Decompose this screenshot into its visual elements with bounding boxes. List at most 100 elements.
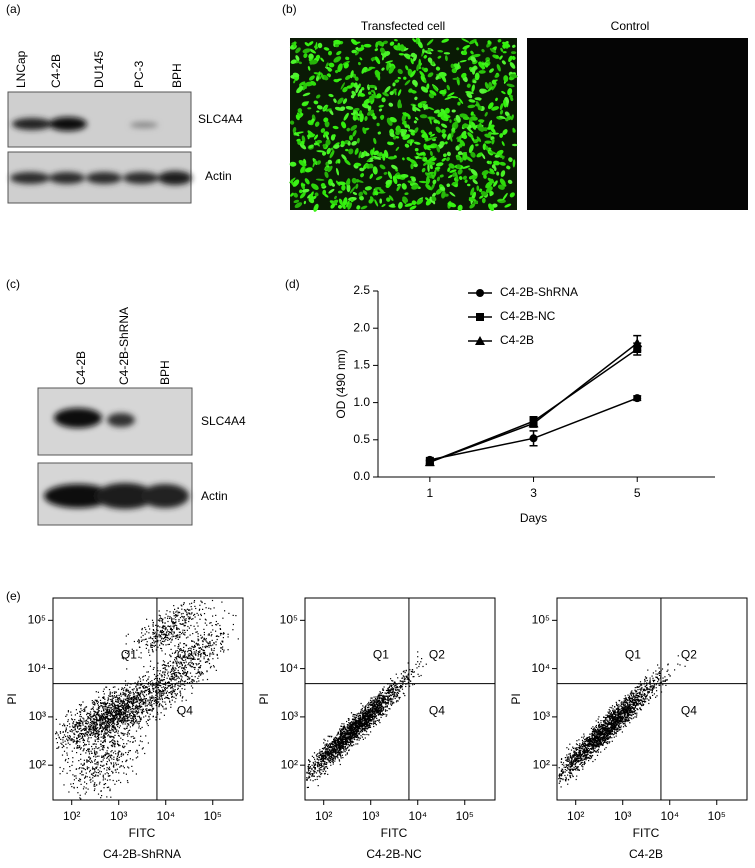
dot — [153, 689, 154, 690]
dot — [87, 735, 88, 736]
dot — [88, 729, 89, 730]
dot — [63, 742, 64, 743]
dot — [145, 705, 146, 706]
dot — [217, 623, 218, 624]
dot — [113, 727, 114, 728]
dot — [68, 791, 69, 792]
dot — [122, 761, 123, 762]
dot — [71, 729, 72, 730]
dot — [189, 662, 190, 663]
dot — [123, 708, 124, 709]
dot — [114, 695, 115, 696]
dot — [174, 609, 175, 610]
dot — [218, 636, 219, 637]
dot — [128, 710, 129, 711]
dot — [115, 708, 116, 709]
dot — [136, 699, 137, 700]
dot — [159, 697, 160, 698]
dot — [175, 619, 176, 620]
dot — [222, 618, 223, 619]
dot — [228, 649, 229, 650]
dot — [63, 784, 64, 785]
dot — [74, 776, 75, 777]
dot — [123, 714, 124, 715]
dot — [113, 759, 114, 760]
dot — [137, 753, 138, 754]
dot — [204, 650, 205, 651]
dot — [173, 679, 174, 680]
dot — [80, 754, 81, 755]
dot — [102, 745, 103, 746]
dot — [132, 759, 133, 760]
dot — [90, 711, 91, 712]
dot — [138, 723, 139, 724]
cell — [388, 142, 394, 146]
dot — [127, 728, 128, 729]
dot — [206, 625, 207, 626]
dot — [129, 693, 130, 694]
dot — [110, 762, 111, 763]
dot — [155, 695, 156, 696]
dot — [182, 680, 183, 681]
dot — [160, 648, 161, 649]
dot — [153, 626, 154, 627]
dot — [384, 714, 385, 715]
dot — [117, 726, 118, 727]
dot — [168, 666, 169, 667]
dot — [164, 702, 165, 703]
dot — [176, 636, 177, 637]
dot — [166, 610, 167, 611]
dot — [140, 719, 141, 720]
dot — [88, 789, 89, 790]
dot — [158, 625, 159, 626]
dot — [181, 667, 182, 668]
image-title: Transfected cell — [361, 19, 445, 33]
dot — [120, 725, 121, 726]
lane-label: LNCap — [14, 50, 28, 88]
dot — [121, 712, 122, 713]
dot — [191, 666, 192, 667]
dot — [99, 706, 100, 707]
dot — [159, 703, 160, 704]
dot — [108, 695, 109, 696]
dot — [202, 649, 203, 650]
dot — [144, 688, 145, 689]
dot — [126, 760, 127, 761]
dot — [191, 609, 192, 610]
dot — [103, 777, 104, 778]
dot — [134, 699, 135, 700]
dot — [178, 670, 179, 671]
dot — [111, 701, 112, 702]
dot — [75, 775, 76, 776]
dot — [188, 621, 189, 622]
dot — [134, 702, 135, 703]
dot — [209, 655, 210, 656]
dot — [111, 758, 112, 759]
x-axis-label: FITC — [129, 826, 156, 840]
dot — [68, 719, 69, 720]
dot — [95, 759, 96, 760]
dot — [160, 642, 161, 643]
dot — [184, 609, 185, 610]
dot — [164, 672, 165, 673]
dot — [210, 667, 211, 668]
dot — [178, 667, 179, 668]
dot — [152, 638, 153, 639]
dot — [167, 616, 168, 617]
dot — [209, 634, 210, 635]
dot — [212, 652, 213, 653]
dot — [62, 737, 63, 738]
dot — [119, 695, 120, 696]
dot — [172, 618, 173, 619]
dot — [179, 636, 180, 637]
dot — [117, 722, 118, 723]
dot — [112, 696, 113, 697]
dot — [105, 716, 106, 717]
dot — [162, 698, 163, 699]
dot — [202, 609, 203, 610]
dot — [182, 630, 183, 631]
dot — [105, 717, 106, 718]
dot — [173, 623, 174, 624]
dot — [111, 714, 112, 715]
dot — [220, 628, 221, 629]
